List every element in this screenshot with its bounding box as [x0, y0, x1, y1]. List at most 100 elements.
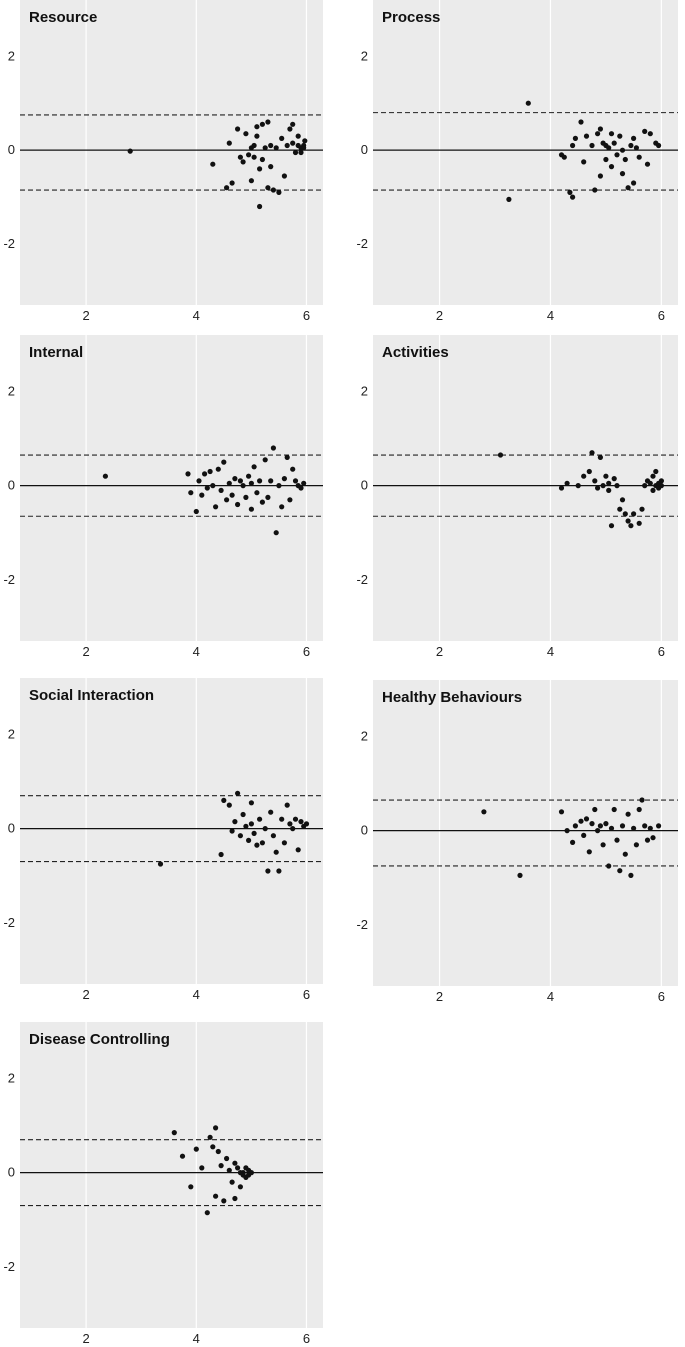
data-point — [210, 483, 216, 489]
data-point — [619, 497, 626, 503]
panel-1: 2 0 -2 2 4 6 Resource — [3, 0, 323, 323]
data-point — [600, 842, 606, 848]
y-tick-label: -2 — [356, 917, 368, 932]
data-point — [561, 154, 567, 160]
data-point — [628, 523, 634, 529]
data-point — [631, 511, 637, 517]
data-point — [259, 156, 265, 163]
data-point — [237, 833, 243, 839]
data-point — [608, 131, 615, 137]
data-point — [235, 1165, 241, 1171]
x-tick-label: 4 — [193, 987, 200, 1002]
data-point — [193, 1146, 199, 1152]
data-point — [650, 835, 656, 841]
data-point — [595, 828, 601, 834]
data-point — [171, 1130, 177, 1136]
data-point — [644, 161, 651, 167]
data-point — [653, 468, 659, 475]
data-point — [614, 837, 620, 843]
data-point — [595, 485, 601, 491]
y-tick-label: -2 — [3, 1259, 15, 1274]
x-tick-label: 4 — [193, 1331, 200, 1346]
y-tick-label: 0 — [361, 823, 368, 838]
data-point — [597, 823, 604, 829]
data-point — [232, 1160, 238, 1166]
data-point — [619, 147, 626, 153]
data-point — [226, 480, 232, 486]
data-point — [592, 187, 598, 193]
x-tick-label: 6 — [303, 987, 310, 1002]
data-point — [270, 833, 276, 839]
data-point — [226, 140, 232, 146]
data-point — [633, 145, 640, 151]
data-point — [608, 164, 615, 170]
data-point — [570, 142, 576, 149]
data-point — [589, 821, 595, 827]
y-tick-label: 0 — [8, 142, 15, 157]
data-point — [644, 837, 651, 843]
data-point — [265, 185, 271, 191]
data-point — [248, 480, 254, 486]
x-tick-label: 4 — [193, 308, 200, 323]
data-point — [290, 140, 296, 146]
data-point — [650, 473, 656, 479]
data-point — [622, 851, 628, 857]
data-point — [298, 149, 304, 156]
data-point — [625, 518, 631, 524]
data-point — [628, 872, 634, 879]
panel-5: 2 0 -2 2 4 6 Social Interaction — [3, 678, 323, 1002]
data-point — [240, 811, 246, 818]
x-tick-label: 4 — [547, 644, 554, 659]
data-point — [281, 173, 287, 179]
data-point — [642, 128, 648, 134]
data-point — [237, 1170, 243, 1176]
data-point — [254, 124, 260, 130]
y-tick-label: -2 — [3, 236, 15, 251]
y-tick-label: 0 — [8, 821, 15, 836]
data-point — [268, 478, 274, 484]
data-point — [179, 1153, 186, 1159]
data-point — [218, 487, 224, 493]
data-point — [243, 131, 249, 137]
data-point — [193, 508, 199, 515]
data-point — [232, 476, 238, 482]
data-point — [265, 494, 271, 500]
y-tick-label: 2 — [8, 1070, 15, 1085]
data-point — [603, 821, 609, 827]
data-point — [229, 828, 235, 834]
data-point — [611, 140, 617, 146]
data-point — [570, 194, 576, 200]
data-point — [642, 823, 648, 829]
data-point — [102, 473, 108, 479]
data-point — [606, 480, 612, 486]
data-point — [259, 840, 265, 846]
data-point — [226, 802, 232, 808]
data-point — [292, 478, 299, 484]
plot-background — [373, 680, 678, 986]
data-point — [564, 480, 570, 486]
data-point — [606, 487, 612, 493]
data-point — [188, 490, 194, 496]
data-point — [265, 119, 271, 125]
data-point — [251, 154, 257, 160]
data-point — [224, 1155, 230, 1162]
data-point — [237, 154, 243, 160]
data-point — [243, 823, 249, 829]
data-point — [595, 131, 601, 137]
data-point — [251, 830, 257, 837]
y-tick-label: 0 — [361, 478, 368, 493]
data-point — [188, 1184, 194, 1190]
data-point — [656, 823, 662, 829]
data-point — [199, 1165, 205, 1171]
data-point — [276, 868, 282, 874]
x-tick-label: 2 — [436, 308, 443, 323]
data-point — [262, 826, 268, 832]
y-tick-label: 2 — [361, 728, 368, 743]
data-point — [127, 148, 133, 154]
data-point — [237, 1184, 243, 1190]
data-point — [639, 797, 645, 803]
data-point — [570, 839, 576, 846]
y-tick-label: 2 — [8, 383, 15, 398]
data-point — [287, 126, 293, 132]
panel-2: 2 0 -2 2 4 6 Process — [356, 0, 678, 323]
